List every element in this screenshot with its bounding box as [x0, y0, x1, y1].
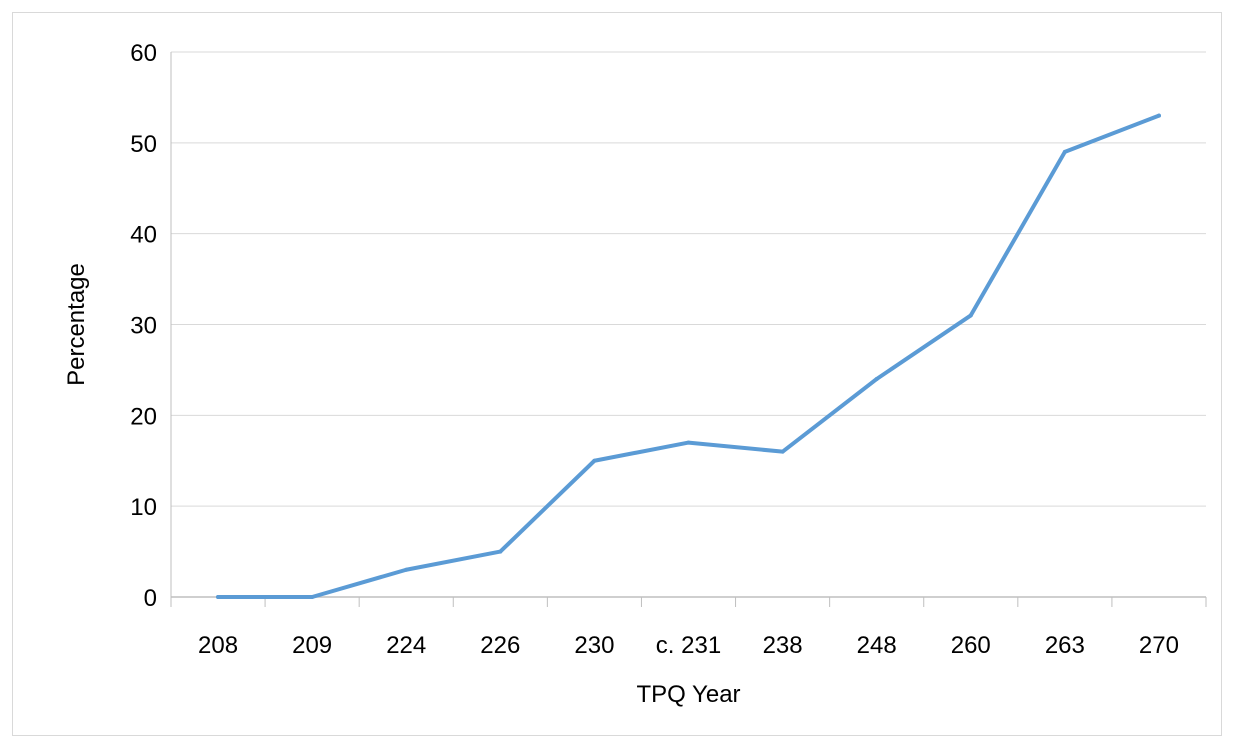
x-tick-label: 226 — [480, 632, 520, 659]
data-point — [686, 440, 691, 445]
gridlines — [171, 51, 1206, 507]
data-point — [404, 567, 409, 572]
x-tick-label: 248 — [857, 632, 897, 659]
data-point — [780, 449, 785, 454]
x-tick-label: c. 231 — [656, 632, 721, 659]
x-tick-label: 224 — [386, 632, 426, 659]
data-point — [1156, 113, 1161, 118]
x-tick-label: 230 — [574, 632, 614, 659]
x-axis-title: TPQ Year — [636, 681, 740, 708]
y-tick-label: 40 — [130, 222, 157, 249]
x-tick-label: 270 — [1139, 632, 1179, 659]
axes — [170, 52, 1207, 607]
x-tick-label: 260 — [951, 632, 991, 659]
y-axis-title: Percentage — [63, 263, 90, 386]
data-point — [592, 458, 597, 463]
y-tick-label: 20 — [130, 403, 157, 430]
y-tick-label: 50 — [130, 131, 157, 158]
data-point — [498, 549, 503, 554]
data-point — [310, 595, 315, 599]
x-tick-labels: 208 209 224 226 230 c. 231 238 248 260 263 270 — [198, 632, 1179, 659]
y-tick-label: 30 — [130, 313, 157, 340]
data-point — [216, 595, 221, 599]
series-group — [216, 113, 1161, 599]
data-point — [874, 377, 879, 381]
y-tick-label: 0 — [144, 585, 157, 612]
y-tick-labels: 0 10 20 30 40 50 60 — [130, 40, 157, 612]
x-tick-label: 209 — [292, 632, 332, 659]
data-point — [968, 313, 973, 318]
y-tick-label: 10 — [130, 494, 157, 521]
chart-frame — [12, 12, 1222, 736]
x-tick-label: 238 — [763, 632, 803, 659]
data-point — [1062, 149, 1067, 154]
x-tick-label: 208 — [198, 632, 238, 659]
series-line — [216, 113, 1161, 599]
x-tick-label: 263 — [1045, 632, 1085, 659]
y-tick-label: 60 — [130, 40, 157, 67]
